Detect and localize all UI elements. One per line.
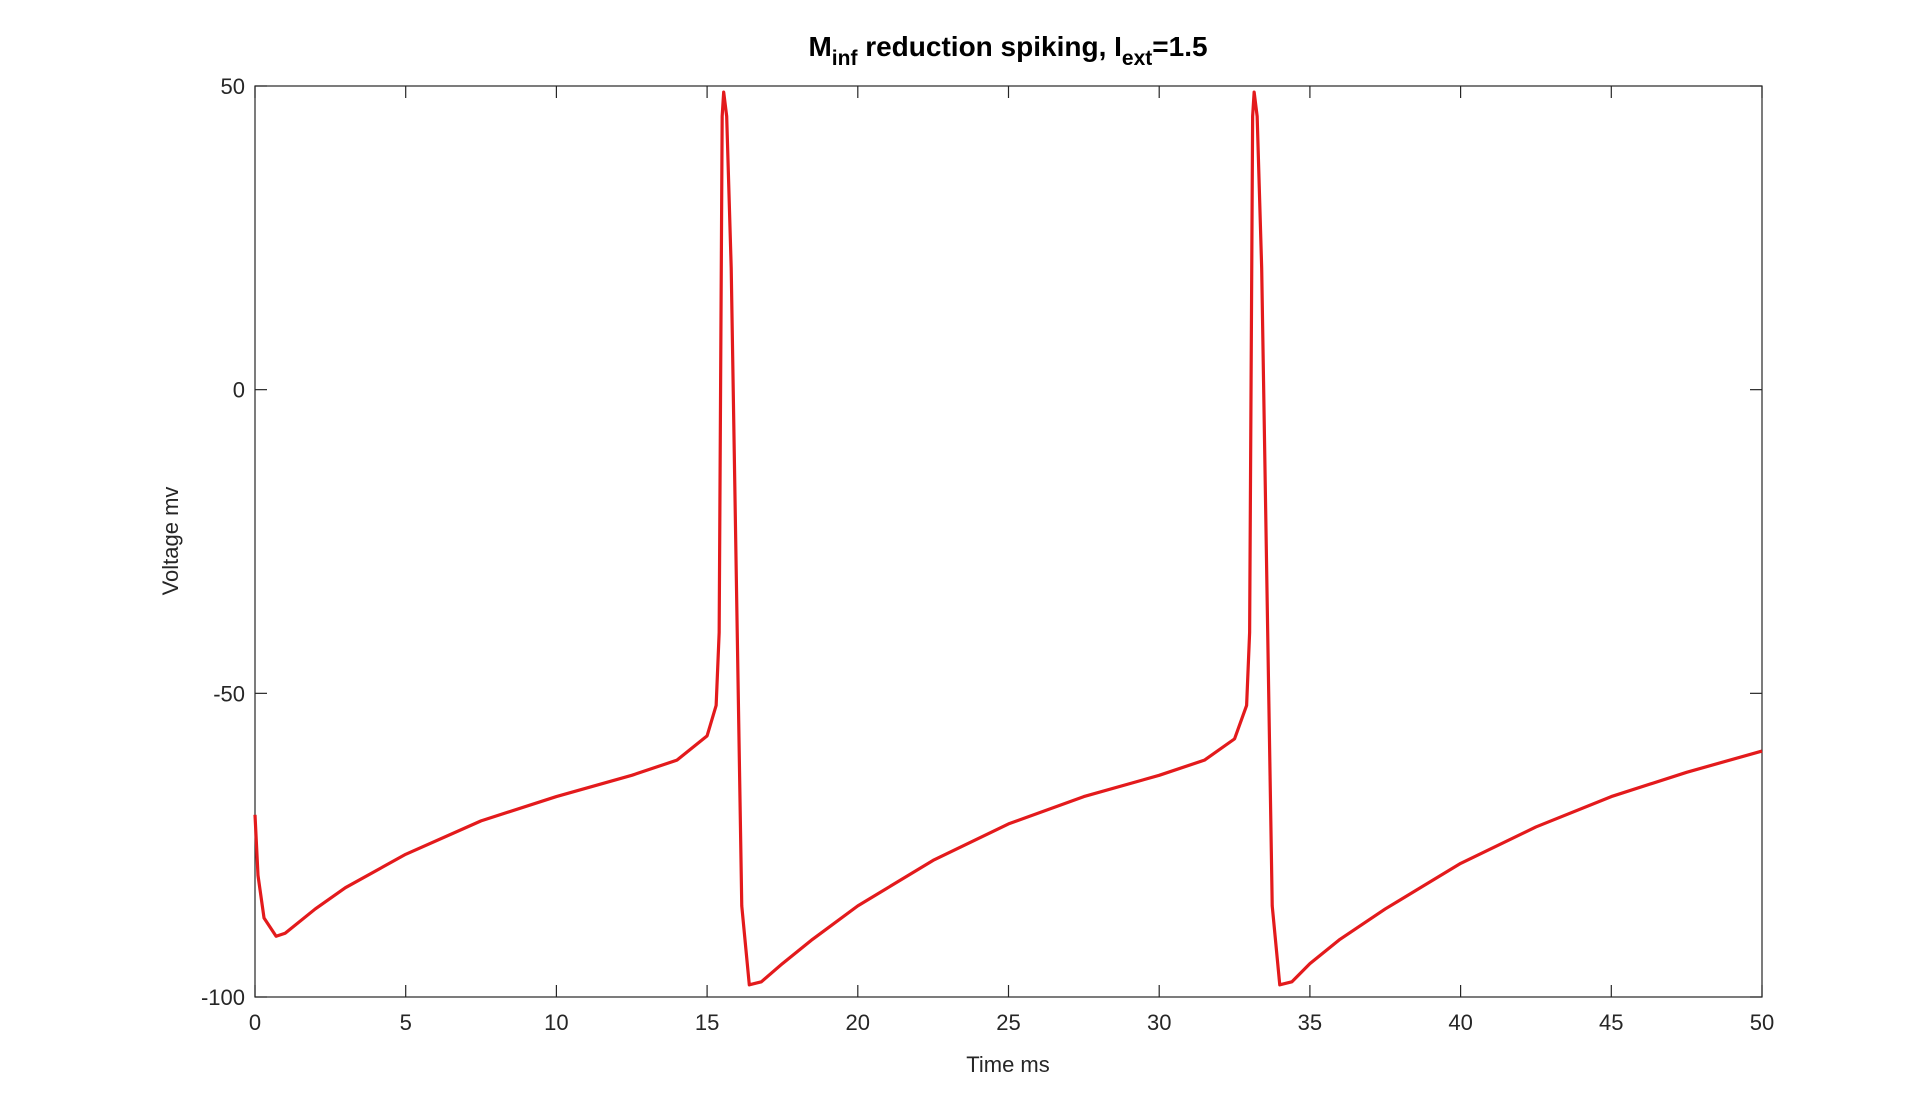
y-tick-label: 50 (221, 74, 245, 99)
y-tick-label: -100 (201, 985, 245, 1010)
x-tick-label: 10 (544, 1010, 568, 1035)
y-axis-label: Voltage mv (158, 487, 183, 596)
title-part: reduction spiking, I (857, 31, 1121, 62)
x-tick-label: 5 (400, 1010, 412, 1035)
x-tick-label: 0 (249, 1010, 261, 1035)
voltage-line (253, 90, 1763, 987)
x-tick-label: 30 (1147, 1010, 1171, 1035)
x-tick-label: 40 (1448, 1010, 1472, 1035)
title-part: M (808, 31, 831, 62)
x-axis-label: Time ms (966, 1052, 1050, 1077)
chart-title: Minf reduction spiking, Iext=1.5 (808, 31, 1207, 70)
plot-frame (254, 85, 1763, 998)
x-tick-label: 25 (996, 1010, 1020, 1035)
title-part: =1.5 (1152, 31, 1207, 62)
y-tick-label: 0 (233, 378, 245, 403)
x-tick-label: 20 (846, 1010, 870, 1035)
x-tick-label: 45 (1599, 1010, 1623, 1035)
title-subscript: inf (832, 47, 859, 70)
x-tick-label: 35 (1298, 1010, 1322, 1035)
x-tick-label: 15 (695, 1010, 719, 1035)
y-tick-label: -50 (213, 681, 245, 706)
title-subscript: ext (1122, 47, 1152, 70)
x-tick-label: 50 (1750, 1010, 1774, 1035)
